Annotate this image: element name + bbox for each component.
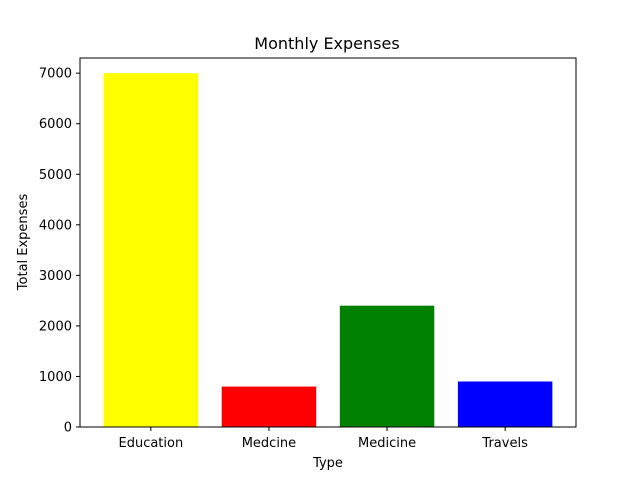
- x-tick-label: Medicine: [358, 436, 416, 451]
- bars-group: [103, 73, 553, 428]
- chart-title: Monthly Expenses: [254, 34, 399, 53]
- plot-frame: [79, 57, 577, 428]
- y-tick-label: 5000: [39, 168, 72, 183]
- y-tick-label: 1000: [39, 370, 72, 385]
- x-axis-label: Type: [312, 456, 343, 471]
- y-tick-label: 0: [64, 421, 72, 436]
- bar-medcine: [221, 386, 317, 427]
- bar-education: [103, 73, 199, 428]
- x-tick-label: Medcine: [242, 436, 296, 451]
- y-axis: 0 1000 2000 3000 4000 5000 6000 7000: [39, 67, 80, 436]
- y-tick-label: 4000: [39, 218, 72, 233]
- y-axis-label: Total Expenses: [16, 194, 31, 292]
- y-tick-label: 7000: [39, 67, 72, 82]
- x-tick-label: Travels: [481, 436, 528, 451]
- y-tick-label: 3000: [39, 269, 72, 284]
- y-tick-label: 6000: [39, 117, 72, 132]
- bar-medicine: [339, 305, 435, 427]
- x-tick-label: Education: [118, 436, 183, 451]
- x-axis: Education Medcine Medicine Travels: [118, 427, 528, 451]
- y-tick-label: 2000: [39, 319, 72, 334]
- bar-travels: [457, 381, 553, 427]
